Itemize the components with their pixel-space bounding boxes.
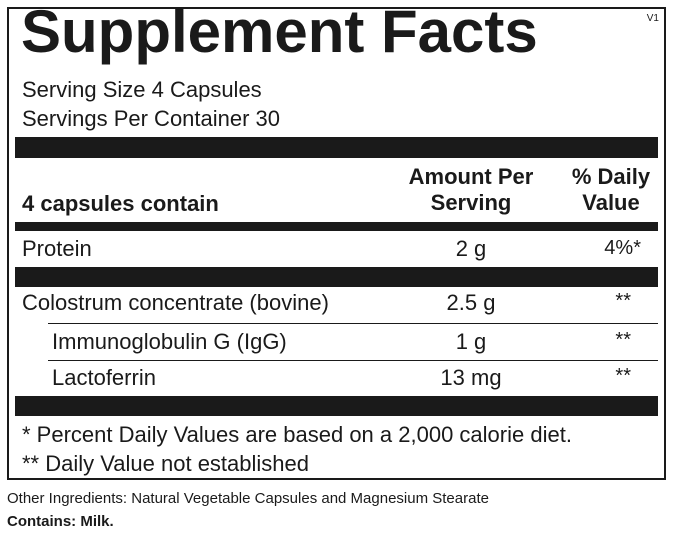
footnote-daily-values: * Percent Daily Values are based on a 2,… (22, 422, 572, 447)
header-amount-line2: Serving (430, 190, 512, 215)
other-ingredients: Other Ingredients: Natural Vegetable Cap… (7, 490, 489, 507)
row-colostrum-amount: 2.5 g (446, 290, 496, 315)
row-protein-name: Protein (22, 236, 92, 261)
version-label: V1 (646, 13, 659, 24)
row-igg-amount: 1 g (455, 329, 487, 354)
row-igg-name: Immunoglobulin G (IgG) (52, 329, 287, 354)
row-protein-dv: 4%* (604, 237, 641, 259)
header-dv-line1: % Daily (571, 164, 651, 189)
supplement-facts-panel: Supplement Facts V1 Serving Size 4 Capsu… (7, 0, 666, 480)
footnote-not-established: ** Daily Value not established (22, 451, 309, 476)
allergen-statement: Contains: Milk. (7, 513, 114, 530)
header-amount-line1: Amount Per (408, 164, 534, 189)
row-igg-dv: ** (615, 329, 631, 351)
row-lactoferrin-dv: ** (615, 365, 631, 387)
thick-divider-bottom (15, 396, 658, 416)
header-capsules-contain: 4 capsules contain (22, 191, 219, 216)
row-protein-amount: 2 g (455, 236, 487, 261)
medium-divider (15, 222, 658, 231)
header-dv-line2: Value (582, 190, 640, 215)
row-colostrum-name: Colostrum concentrate (bovine) (22, 290, 329, 315)
row-divider (48, 360, 658, 361)
row-lactoferrin-amount: 13 mg (440, 365, 502, 390)
thick-divider-top (15, 137, 658, 158)
serving-size: Serving Size 4 Capsules (22, 77, 262, 102)
thick-divider-middle (15, 267, 658, 287)
row-divider (48, 323, 658, 324)
panel-title: Supplement Facts (21, 0, 538, 65)
row-lactoferrin-name: Lactoferrin (52, 365, 156, 390)
servings-per-container: Servings Per Container 30 (22, 106, 281, 131)
row-colostrum-dv: ** (615, 290, 631, 312)
